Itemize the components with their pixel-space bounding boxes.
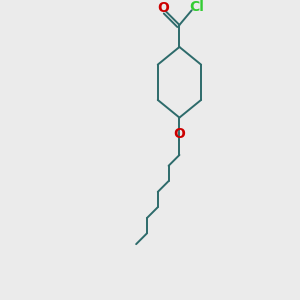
Text: O: O bbox=[173, 128, 185, 141]
Text: O: O bbox=[158, 1, 169, 15]
Text: Cl: Cl bbox=[190, 0, 204, 14]
